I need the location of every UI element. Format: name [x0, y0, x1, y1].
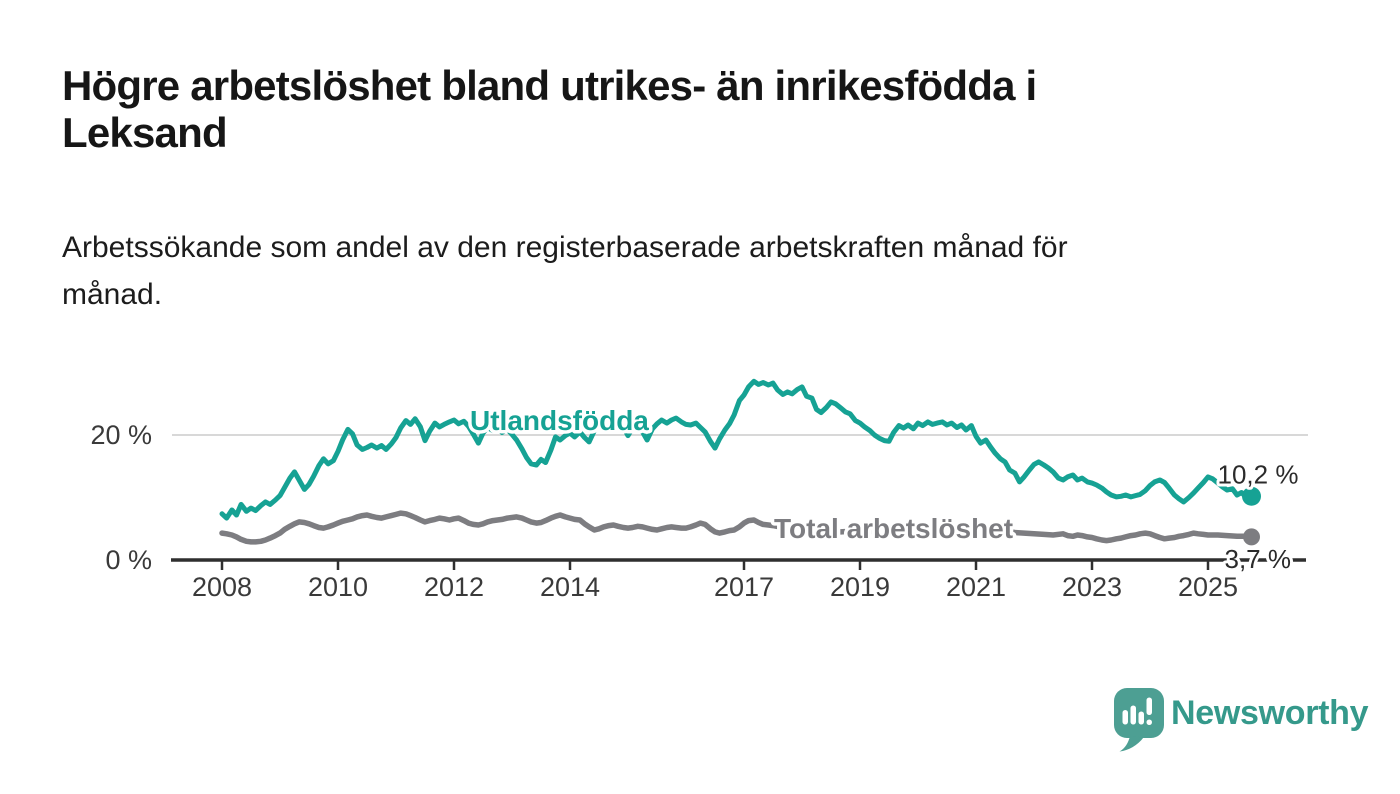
- series-end-dot-total: [1243, 528, 1260, 546]
- logo-bar-1: [1122, 710, 1128, 725]
- x-axis-label: 2023: [1062, 572, 1122, 602]
- end-value-label-total: 3,7 %: [1225, 544, 1292, 574]
- x-axis-label: 2021: [946, 572, 1006, 602]
- x-axis-label: 2010: [308, 572, 368, 602]
- logo-exclamation-bar: [1146, 697, 1152, 715]
- end-value-label-utlandsfodda: 10,2 %: [1218, 459, 1299, 489]
- page-title: Högre arbetslöshet bland utrikes- än inr…: [62, 62, 1037, 156]
- page-subtitle-line1: Arbetssökande som andel av den registerb…: [62, 231, 1068, 264]
- page-subtitle: Arbetssökande som andel av den registerb…: [62, 224, 1068, 318]
- logo-bar-3: [1138, 711, 1144, 725]
- logo-exclamation-dot: [1146, 719, 1152, 725]
- page-title-line2: Leksand: [62, 109, 228, 156]
- y-axis-label: 20 %: [90, 420, 152, 450]
- page-title-line1: Högre arbetslöshet bland utrikes- än inr…: [62, 62, 1037, 109]
- page-subtitle-line2: månad.: [62, 278, 163, 311]
- x-axis-label: 2017: [714, 572, 774, 602]
- logo-bar-2: [1130, 705, 1136, 725]
- x-axis-label: 2008: [192, 572, 252, 602]
- series-label-utlandsfodda: Utlandsfödda: [470, 405, 649, 436]
- series-line-total: [219, 510, 1255, 545]
- x-axis-label: 2019: [830, 572, 890, 602]
- x-axis-label: 2012: [424, 572, 484, 602]
- logo-bubble-tail: [1119, 736, 1144, 752]
- x-axis-label: 2025: [1178, 572, 1238, 602]
- series-label-total: Total arbetslöshet: [774, 513, 1013, 544]
- series-end-dot-utlandsfodda: [1242, 486, 1261, 506]
- newsworthy-wordmark: Newsworthy: [1171, 694, 1369, 732]
- x-axis-label: 2014: [540, 572, 600, 602]
- series-line-utlandsfodda: [219, 378, 1254, 521]
- y-axis-label: 0 %: [105, 545, 152, 575]
